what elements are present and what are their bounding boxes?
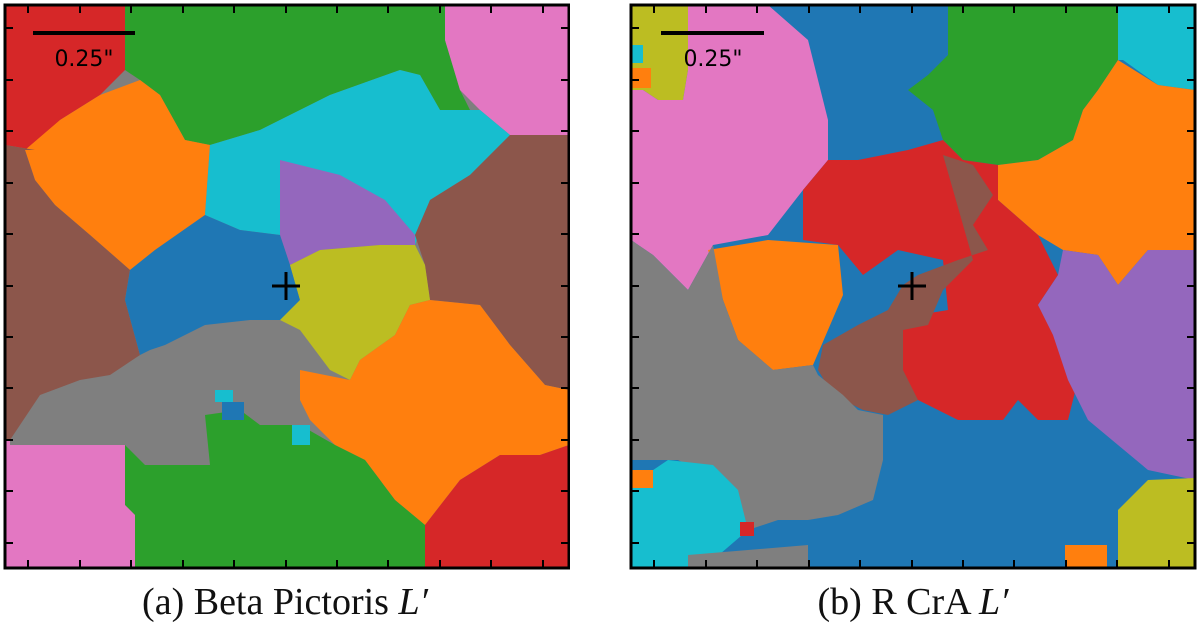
region-pink-bottomleft [5,440,135,568]
panel-r-cra: 0.25" (b) R CrA L′ [628,0,1198,641]
segmentation-map-a: 0.25" [3,3,570,570]
scale-bar-label-b: 0.25" [683,47,742,72]
region-red-topleft [5,5,125,150]
speck-blue [222,402,244,420]
tick-marks-b [631,5,1195,568]
speck-orange-1 [631,68,651,88]
region-orange-center [708,240,843,370]
panel-beta-pictoris: 0.25" (a) Beta Pictoris L′ [0,0,570,641]
region-orange-right [998,60,1195,285]
caption-b: (b) R CrA L′ [628,580,1198,624]
region-gray-bottom [688,545,808,568]
caption-a-math: L′ [398,581,428,623]
speck-cyan-1 [631,45,643,63]
region-green-topright [908,5,1118,165]
region-green-bottom [125,410,425,568]
region-orange-left [25,80,210,270]
caption-b-label: (b) R CrA [817,581,980,623]
region-purple-center [280,160,415,265]
region-olive-bottomright [1118,478,1195,568]
speck-cyan [215,390,233,402]
region-brown-right [415,135,569,390]
tick-marks [5,5,569,568]
caption-a-label: (a) Beta Pictoris [142,581,399,623]
segmentation-map-b: 0.25" [629,3,1197,570]
caption-b-math: L′ [979,581,1009,623]
speck-cyan-2 [292,425,310,445]
scale-bar-label: 0.25" [54,47,113,72]
region-red-center [803,140,1078,420]
region-gray-left [631,240,883,530]
region-orange-right [300,300,569,525]
region-blue-center [125,215,300,355]
speck-red-1 [740,522,754,536]
speck-orange-2 [1065,545,1107,568]
region-brown-left [5,145,140,440]
center-cross-marker-b [898,272,926,300]
region-red-bottomright [425,445,569,568]
region-purple-right [1038,250,1195,480]
region-green-top [125,5,470,145]
region-olive-center [280,245,430,380]
region-pink-left [631,5,828,290]
center-cross-marker [272,272,300,300]
caption-a: (a) Beta Pictoris L′ [0,580,570,624]
region-cyan-bottomleft [631,460,748,568]
region-cyan-topright [1118,5,1195,90]
region-pink-topright [445,5,569,135]
speck-orange-3 [631,470,653,488]
